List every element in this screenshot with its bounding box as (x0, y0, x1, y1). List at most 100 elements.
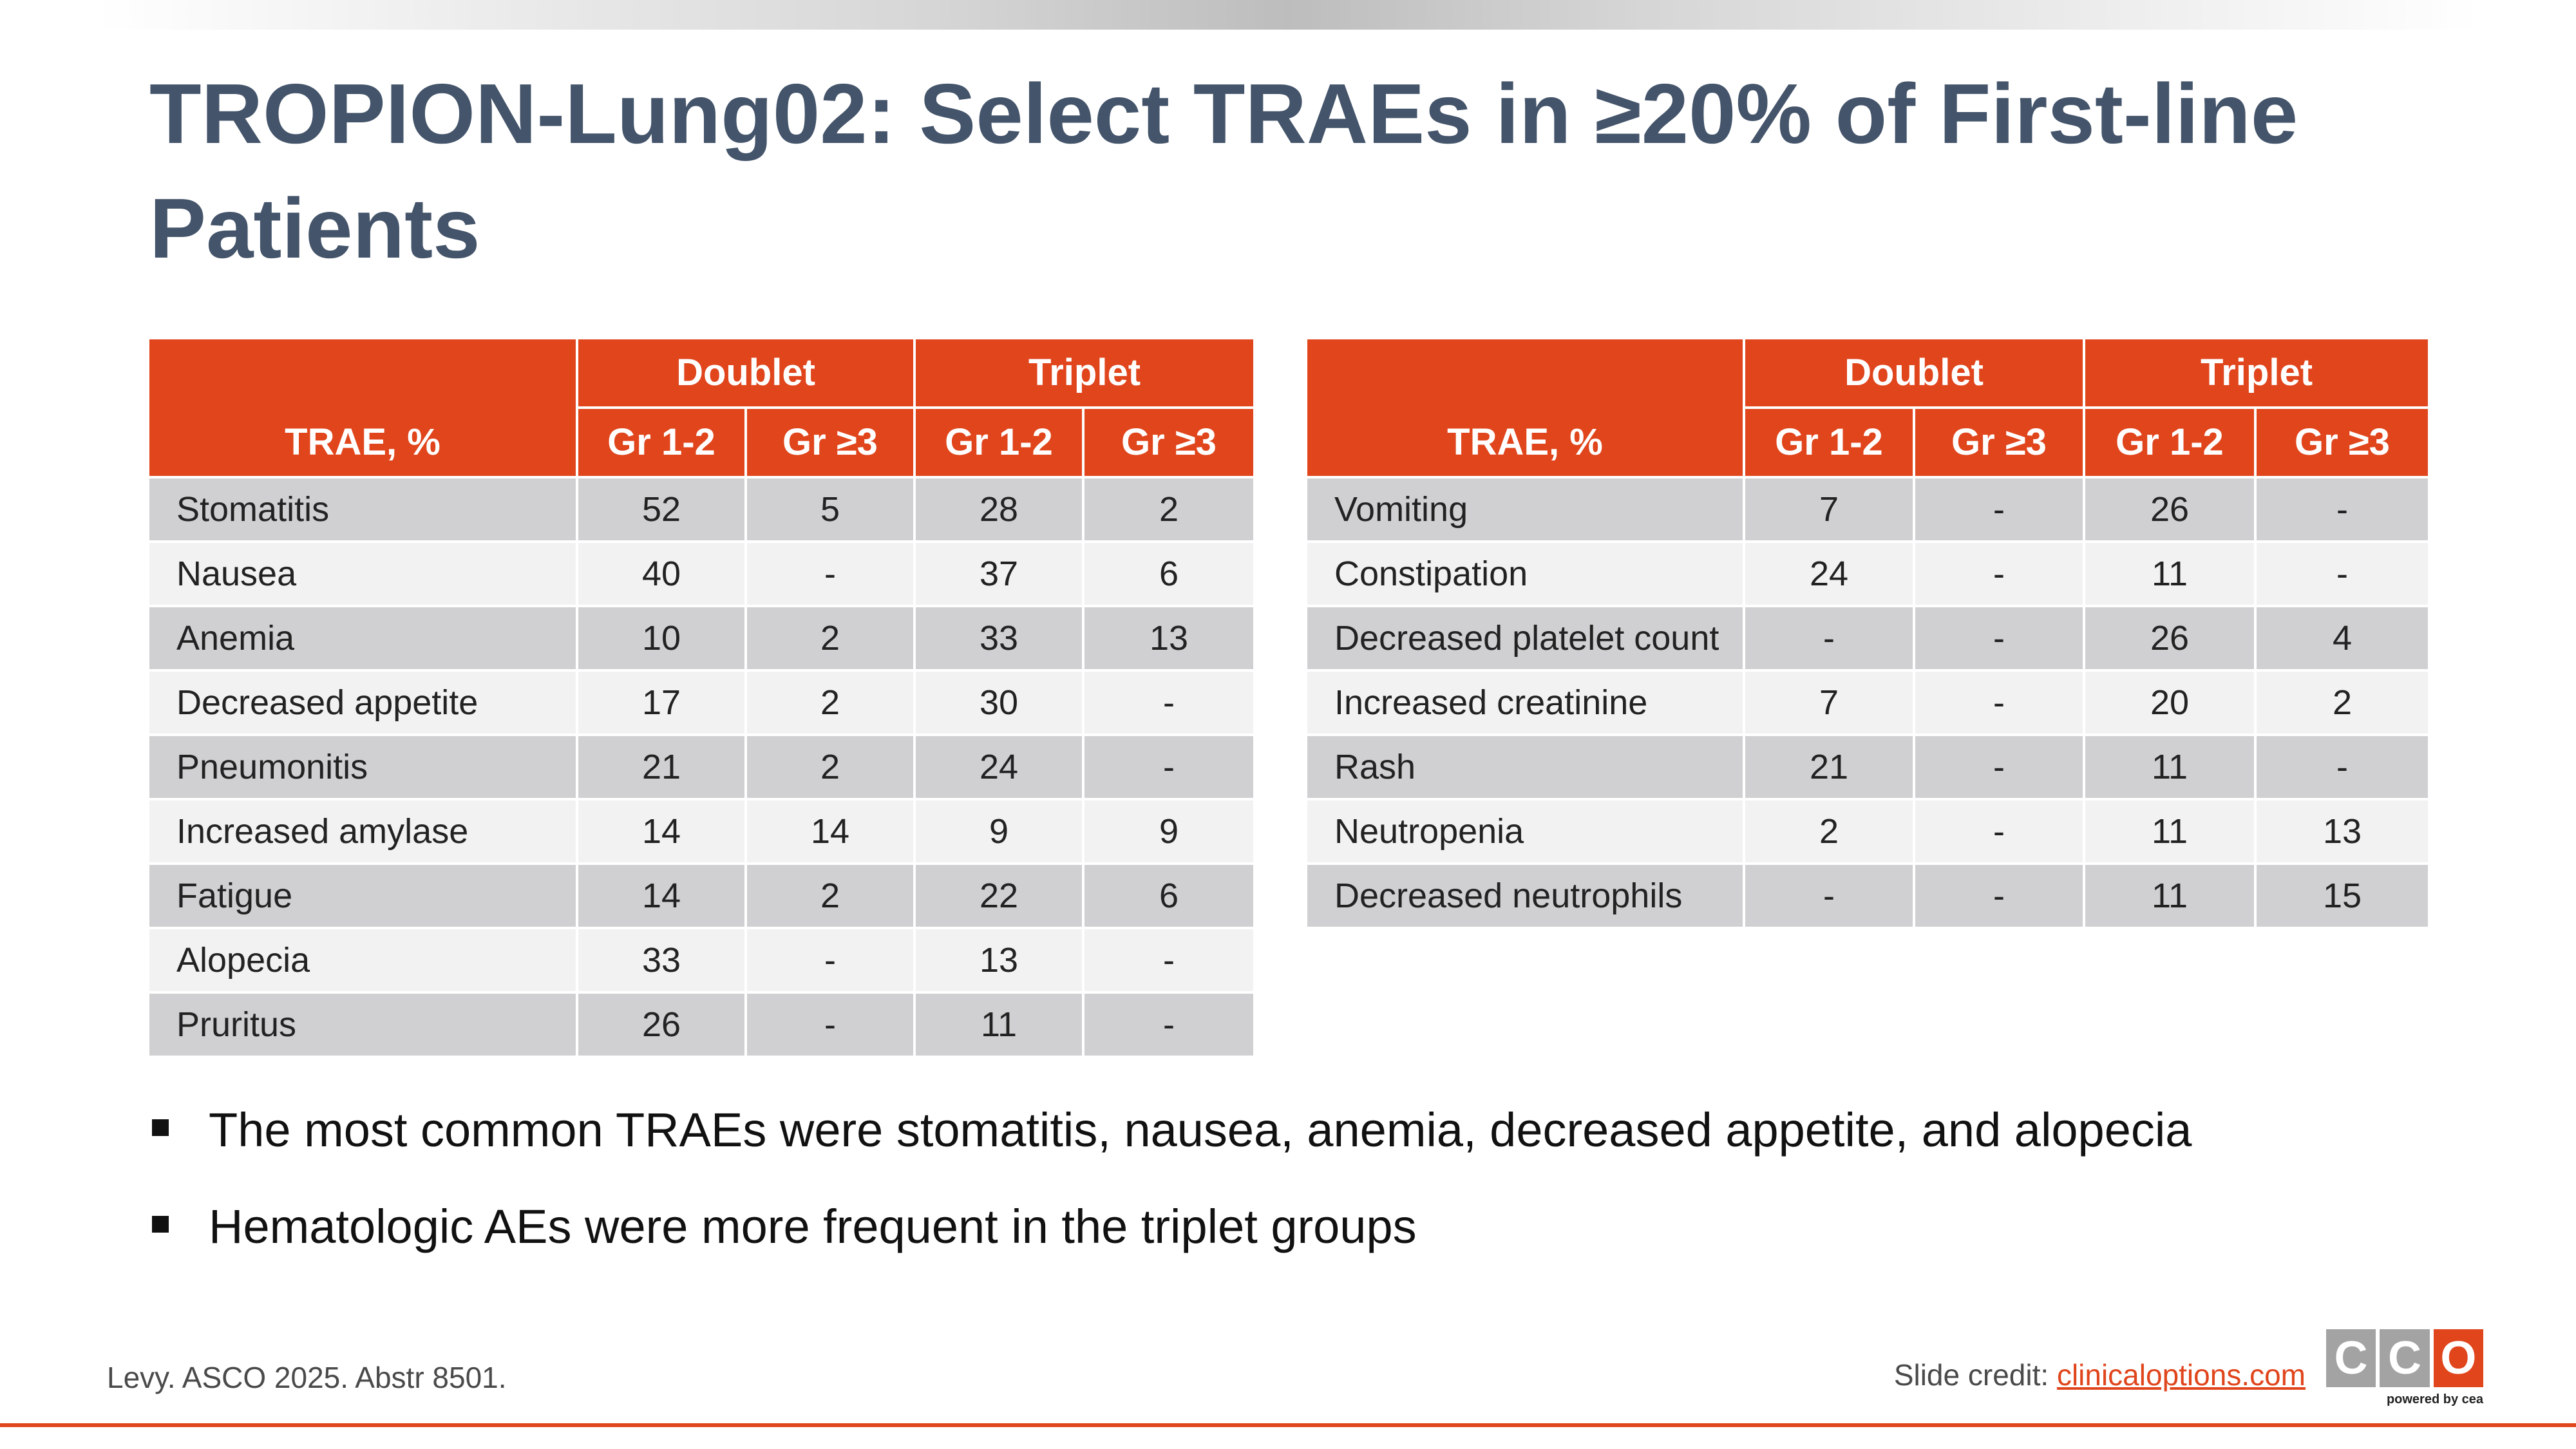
table-row: Decreased appetite 17 2 30- (149, 672, 1253, 736)
doublet-gr3-cell: 2 (747, 865, 916, 929)
doublet-gr12-cell: 26 (578, 994, 747, 1058)
table-row: Fatigue 14 2 22 6 (149, 865, 1253, 929)
subheader-doublet-gr3: Gr ≥3 (1915, 409, 2085, 478)
trae-name-cell: Constipation (1307, 543, 1745, 607)
doublet-gr3-cell: 2 (747, 736, 916, 800)
trae-name-cell: Rash (1307, 736, 1745, 800)
triplet-gr12-cell: 22 (916, 865, 1084, 929)
doublet-gr12-cell: 17 (578, 672, 747, 736)
triplet-gr3-cell: - (1084, 736, 1253, 800)
doublet-gr3-cell: - (1915, 672, 2085, 736)
table-row: Decreased platelet count - -26 4 (1307, 607, 2428, 672)
group-header-triplet: Triplet (2085, 339, 2428, 409)
doublet-gr12-cell: 10 (578, 607, 747, 672)
trae-name-cell: Increased amylase (149, 800, 578, 865)
doublet-gr3-cell: - (1915, 543, 2085, 607)
triplet-gr12-cell: 11 (2085, 736, 2257, 800)
logo-tagline: powered by cea (2386, 1392, 2483, 1406)
bullet-item: Hematologic AEs were more frequent in th… (149, 1191, 2192, 1288)
doublet-gr3-cell: - (747, 543, 916, 607)
triplet-gr3-cell: - (2257, 543, 2428, 607)
doublet-gr3-cell: - (1915, 478, 2085, 543)
table-row: Increased amylase 14 14 9 9 (149, 800, 1253, 865)
doublet-gr12-cell: 40 (578, 543, 747, 607)
slide-title: TROPION-Lung02: Select TRAEs in ≥20% of … (149, 66, 2298, 276)
subheader-triplet-gr12: Gr 1-2 (916, 409, 1084, 478)
doublet-gr3-cell: - (1915, 800, 2085, 865)
doublet-gr12-cell: 7 (1745, 672, 1915, 736)
trae-name-cell: Pneumonitis (149, 736, 578, 800)
trae-table-left: TRAE, % Doublet Triplet Gr 1-2 Gr ≥3 Gr … (149, 339, 1253, 1058)
bottom-accent-line (0, 1423, 2576, 1427)
slide-credit: Slide credit: clinicaloptions.com (1894, 1358, 2306, 1392)
triplet-gr3-cell: - (1084, 994, 1253, 1058)
table-row: Alopecia 33-13- (149, 929, 1253, 994)
triplet-gr12-cell: 11 (2085, 865, 2257, 929)
credit-label: Slide credit: (1893, 1358, 2049, 1392)
trae-name-cell: Alopecia (149, 929, 578, 994)
triplet-gr3-cell: - (1084, 929, 1253, 994)
trae-name-cell: Increased creatinine (1307, 672, 1745, 736)
credit-link[interactable]: clinicaloptions.com (2056, 1358, 2306, 1392)
group-header-triplet: Triplet (916, 339, 1253, 409)
trae-name-cell: Decreased neutrophils (1307, 865, 1745, 929)
doublet-gr3-cell: - (1915, 865, 2085, 929)
trae-name-cell: Vomiting (1307, 478, 1745, 543)
logo-boxes: C C O (2326, 1329, 2483, 1387)
triplet-gr12-cell: 11 (2085, 543, 2257, 607)
trae-name-cell: Pruritus (149, 994, 578, 1058)
logo-letter-c1: C (2326, 1329, 2376, 1387)
subheader-doublet-gr12: Gr 1-2 (1745, 409, 1915, 478)
triplet-gr3-cell: 2 (1084, 478, 1253, 543)
table-row: Stomatitis 52 5 28 2 (149, 478, 1253, 543)
bullet-text: Hematologic AEs were more frequent in th… (209, 1200, 1417, 1253)
triplet-gr3-cell: 9 (1084, 800, 1253, 865)
triplet-gr12-cell: 11 (916, 994, 1084, 1058)
doublet-gr3-cell: - (1915, 736, 2085, 800)
triplet-gr12-cell: 33 (916, 607, 1084, 672)
triplet-gr12-cell: 26 (2085, 478, 2257, 543)
bullet-square-icon (152, 1119, 169, 1136)
doublet-gr12-cell: 2 (1745, 800, 1915, 865)
triplet-gr3-cell: 15 (2257, 865, 2428, 929)
trae-name-cell: Decreased platelet count (1307, 607, 1745, 672)
table-row: Pneumonitis 21 2 24- (149, 736, 1253, 800)
table-row: Nausea 40-37 6 (149, 543, 1253, 607)
cco-logo: C C O powered by cea (2326, 1329, 2483, 1426)
triplet-gr12-cell: 28 (916, 478, 1084, 543)
triplet-gr3-cell: 13 (2257, 800, 2428, 865)
triplet-gr3-cell: 6 (1084, 543, 1253, 607)
triplet-gr3-cell: 2 (2257, 672, 2428, 736)
doublet-gr12-cell: 33 (578, 929, 747, 994)
table-body: Stomatitis 52 5 28 2 Nausea 40-37 6 Anemia 10 2 33 1… (149, 478, 1253, 1058)
triplet-gr12-cell: 26 (2085, 607, 2257, 672)
table-row: Neutropenia 2-11 13 (1307, 800, 2428, 865)
logo-letter-o: O (2433, 1329, 2483, 1387)
table-row: Vomiting 7-26- (1307, 478, 2428, 543)
triplet-gr12-cell: 11 (2085, 800, 2257, 865)
trae-name-cell: Stomatitis (149, 478, 578, 543)
subheader-triplet-gr12: Gr 1-2 (2085, 409, 2257, 478)
triplet-gr3-cell: - (2257, 736, 2428, 800)
triplet-gr3-cell: - (2257, 478, 2428, 543)
triplet-gr12-cell: 13 (916, 929, 1084, 994)
table-row: Decreased neutrophils - -11 15 (1307, 865, 2428, 929)
doublet-gr12-cell: 14 (578, 865, 747, 929)
table-body: Vomiting 7-26- Constipation 24-11- Decreased… (1307, 478, 2428, 929)
doublet-gr3-cell: 5 (747, 478, 916, 543)
doublet-gr3-cell: - (747, 994, 916, 1058)
triplet-gr3-cell: 4 (2257, 607, 2428, 672)
triplet-gr3-cell: - (1084, 672, 1253, 736)
citation: Levy. ASCO 2025. Abstr 8501. (107, 1361, 507, 1394)
trae-name-cell: Neutropenia (1307, 800, 1745, 865)
table-row: Increased creatinine 7-20 2 (1307, 672, 2428, 736)
trae-name-cell: Fatigue (149, 865, 578, 929)
bullet-square-icon (152, 1216, 169, 1233)
trae-table-right: TRAE, % Doublet Triplet Gr 1-2 Gr ≥3 Gr … (1307, 339, 2428, 929)
doublet-gr3-cell: - (747, 929, 916, 994)
group-header-doublet: Doublet (1745, 339, 2085, 409)
doublet-gr3-cell: 2 (747, 672, 916, 736)
subheader-doublet-gr12: Gr 1-2 (578, 409, 747, 478)
doublet-gr3-cell: 2 (747, 607, 916, 672)
trae-name-cell: Anemia (149, 607, 578, 672)
